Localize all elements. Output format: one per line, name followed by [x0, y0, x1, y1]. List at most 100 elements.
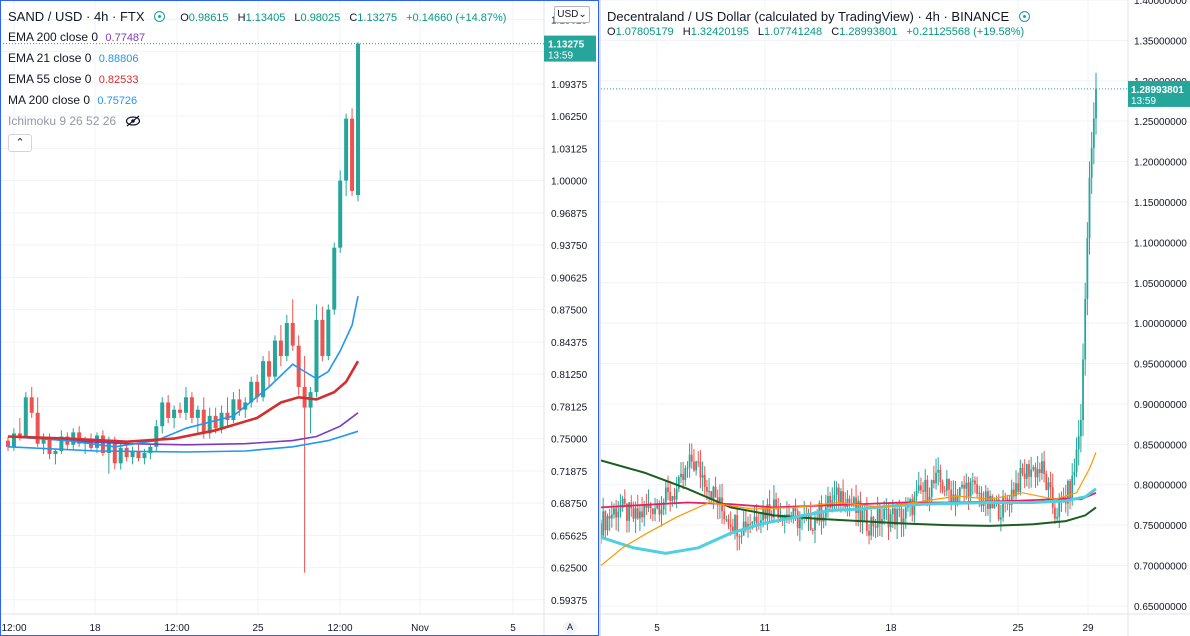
mana-y-tick: 1.20000000 — [1134, 158, 1187, 169]
sand-y-tick: 0.90625 — [551, 273, 588, 284]
indicator-ema200[interactable]: EMA 200 close 0 0.77487 — [8, 30, 146, 44]
sand-candle-body — [267, 361, 272, 377]
collapse-legend-button[interactable]: ⌃ — [8, 134, 32, 152]
mana-candle-body — [833, 494, 836, 501]
mana-candle-body — [902, 518, 905, 525]
mana-candle-body — [930, 480, 933, 497]
sand-candle-body — [154, 426, 159, 447]
mana-candle-body — [639, 511, 641, 519]
sand-candle-body — [47, 438, 52, 455]
sand-chart-pane[interactable]: 1.156251.125001.093751.062501.031251.000… — [0, 0, 599, 636]
mana-y-tick: 0.95000000 — [1134, 360, 1187, 371]
sand-candle-body — [338, 180, 343, 248]
mana-candle-body — [1077, 436, 1080, 450]
mana-candle-body — [601, 523, 602, 536]
mana-candle-body — [781, 514, 784, 521]
mana-candle-body — [634, 508, 637, 519]
mana-candle-body — [969, 481, 972, 497]
mana-candle-body — [911, 499, 914, 516]
mana-candle-body — [731, 526, 734, 531]
mana-candle-body — [701, 474, 704, 478]
mana-candle-body — [1056, 516, 1058, 519]
sand-candle-body — [142, 453, 147, 459]
mana-candle-body — [865, 507, 868, 531]
mana-candle-body — [922, 490, 924, 492]
mana-candle-body — [1092, 118, 1095, 149]
sand-chart[interactable]: 1.156251.125001.093751.062501.031251.000… — [0, 0, 599, 636]
mana-candle-body — [1073, 471, 1076, 476]
sand-y-tick: 0.84375 — [551, 338, 588, 349]
mana-candle-body — [917, 485, 920, 491]
sand-candle-body — [278, 340, 283, 357]
sand-open: 0.98615 — [188, 12, 229, 24]
mana-candle-body — [677, 477, 680, 489]
mana-candle-body — [954, 494, 957, 505]
mana-candle-body — [751, 521, 754, 524]
indicator-ichimoku[interactable]: Ichimoku 9 26 52 26 — [8, 111, 512, 132]
mana-candle-body — [1086, 238, 1089, 299]
sand-candle-body — [225, 412, 230, 420]
mana-candle-body — [697, 461, 700, 463]
mana-candle-body — [1006, 498, 1009, 501]
mana-candle-body — [1090, 148, 1093, 178]
mana-candle-body — [615, 508, 618, 518]
sand-change: +0.14660 (+14.87%) — [406, 12, 507, 24]
sand-symbol-title[interactable]: SAND / USD · 4h · FTX — [8, 9, 145, 24]
mana-candle-body — [1041, 461, 1043, 474]
mana-candle-body — [945, 478, 948, 491]
mana-chart[interactable]: 1.400000001.350000001.300000001.25000000… — [601, 0, 1190, 636]
mana-open: 1.07805179 — [615, 26, 674, 38]
mana-candle-body — [898, 508, 901, 510]
pane-divider[interactable] — [599, 0, 601, 636]
mana-candle-body — [1071, 475, 1074, 499]
indicator-ema55[interactable]: EMA 55 close 0 0.82533 — [8, 72, 139, 86]
mana-candle-body — [1012, 489, 1015, 497]
mana-candle-body — [651, 508, 654, 515]
mana-candle-body — [943, 490, 946, 492]
sand-y-tick: 0.81250 — [551, 370, 588, 381]
mana-candle-body — [935, 472, 937, 484]
mana-candle-body — [660, 509, 663, 515]
currency-select[interactable]: USD⌄ — [554, 6, 590, 23]
sand-candle-body — [172, 409, 177, 418]
sand-low: 0.98025 — [300, 12, 341, 24]
sand-candle-body — [35, 412, 40, 444]
mana-candle-body — [723, 511, 726, 520]
indicator-ema21[interactable]: EMA 21 close 0 0.88806 — [8, 51, 139, 65]
mana-symbol-title[interactable]: Decentraland / US Dollar (calculated by … — [607, 9, 1010, 24]
hidden-eye-icon[interactable] — [125, 115, 141, 127]
sand-y-tick: 0.62500 — [551, 564, 588, 575]
mana-x-tick: 25 — [1012, 623, 1024, 634]
mana-x-tick: 29 — [1082, 623, 1094, 634]
mana-candle-body — [896, 508, 899, 525]
sand-candle-body — [326, 309, 331, 357]
mana-chart-pane[interactable]: 1.400000001.350000001.300000001.25000000… — [601, 0, 1190, 636]
mana-ma-line-2 — [601, 487, 1097, 555]
mana-candle-body — [915, 490, 918, 497]
sand-candle-body — [272, 340, 277, 377]
mana-candle-body — [1028, 464, 1030, 477]
mana-candle-body — [857, 500, 860, 513]
indicator-ma200[interactable]: MA 200 close 0 0.75726 — [8, 93, 138, 107]
sand-candle-body — [136, 450, 141, 459]
mana-candle-body — [984, 491, 987, 504]
sand-x-tick: 12:00 — [327, 623, 352, 634]
mana-candle-body — [885, 508, 888, 510]
sand-candle-body — [249, 381, 254, 403]
sand-candle-body — [100, 435, 105, 454]
mana-y-tick: 0.65000000 — [1134, 602, 1187, 613]
sand-price-axis — [544, 0, 599, 636]
mana-candle-body — [941, 482, 944, 491]
mana-candle-body — [961, 484, 963, 488]
mana-candle-body — [956, 495, 959, 505]
mana-candle-body — [762, 509, 765, 521]
auto-scale-button[interactable]: A — [563, 621, 577, 634]
mana-candle-body — [1069, 480, 1071, 499]
mana-candle-body — [1095, 88, 1097, 119]
mana-candle-body — [926, 479, 929, 500]
mana-candle-body — [889, 514, 892, 528]
mana-candle-body — [958, 487, 961, 496]
mana-candle-body — [621, 498, 624, 508]
mana-candle-body — [976, 484, 979, 494]
mana-candle-body — [794, 507, 797, 512]
